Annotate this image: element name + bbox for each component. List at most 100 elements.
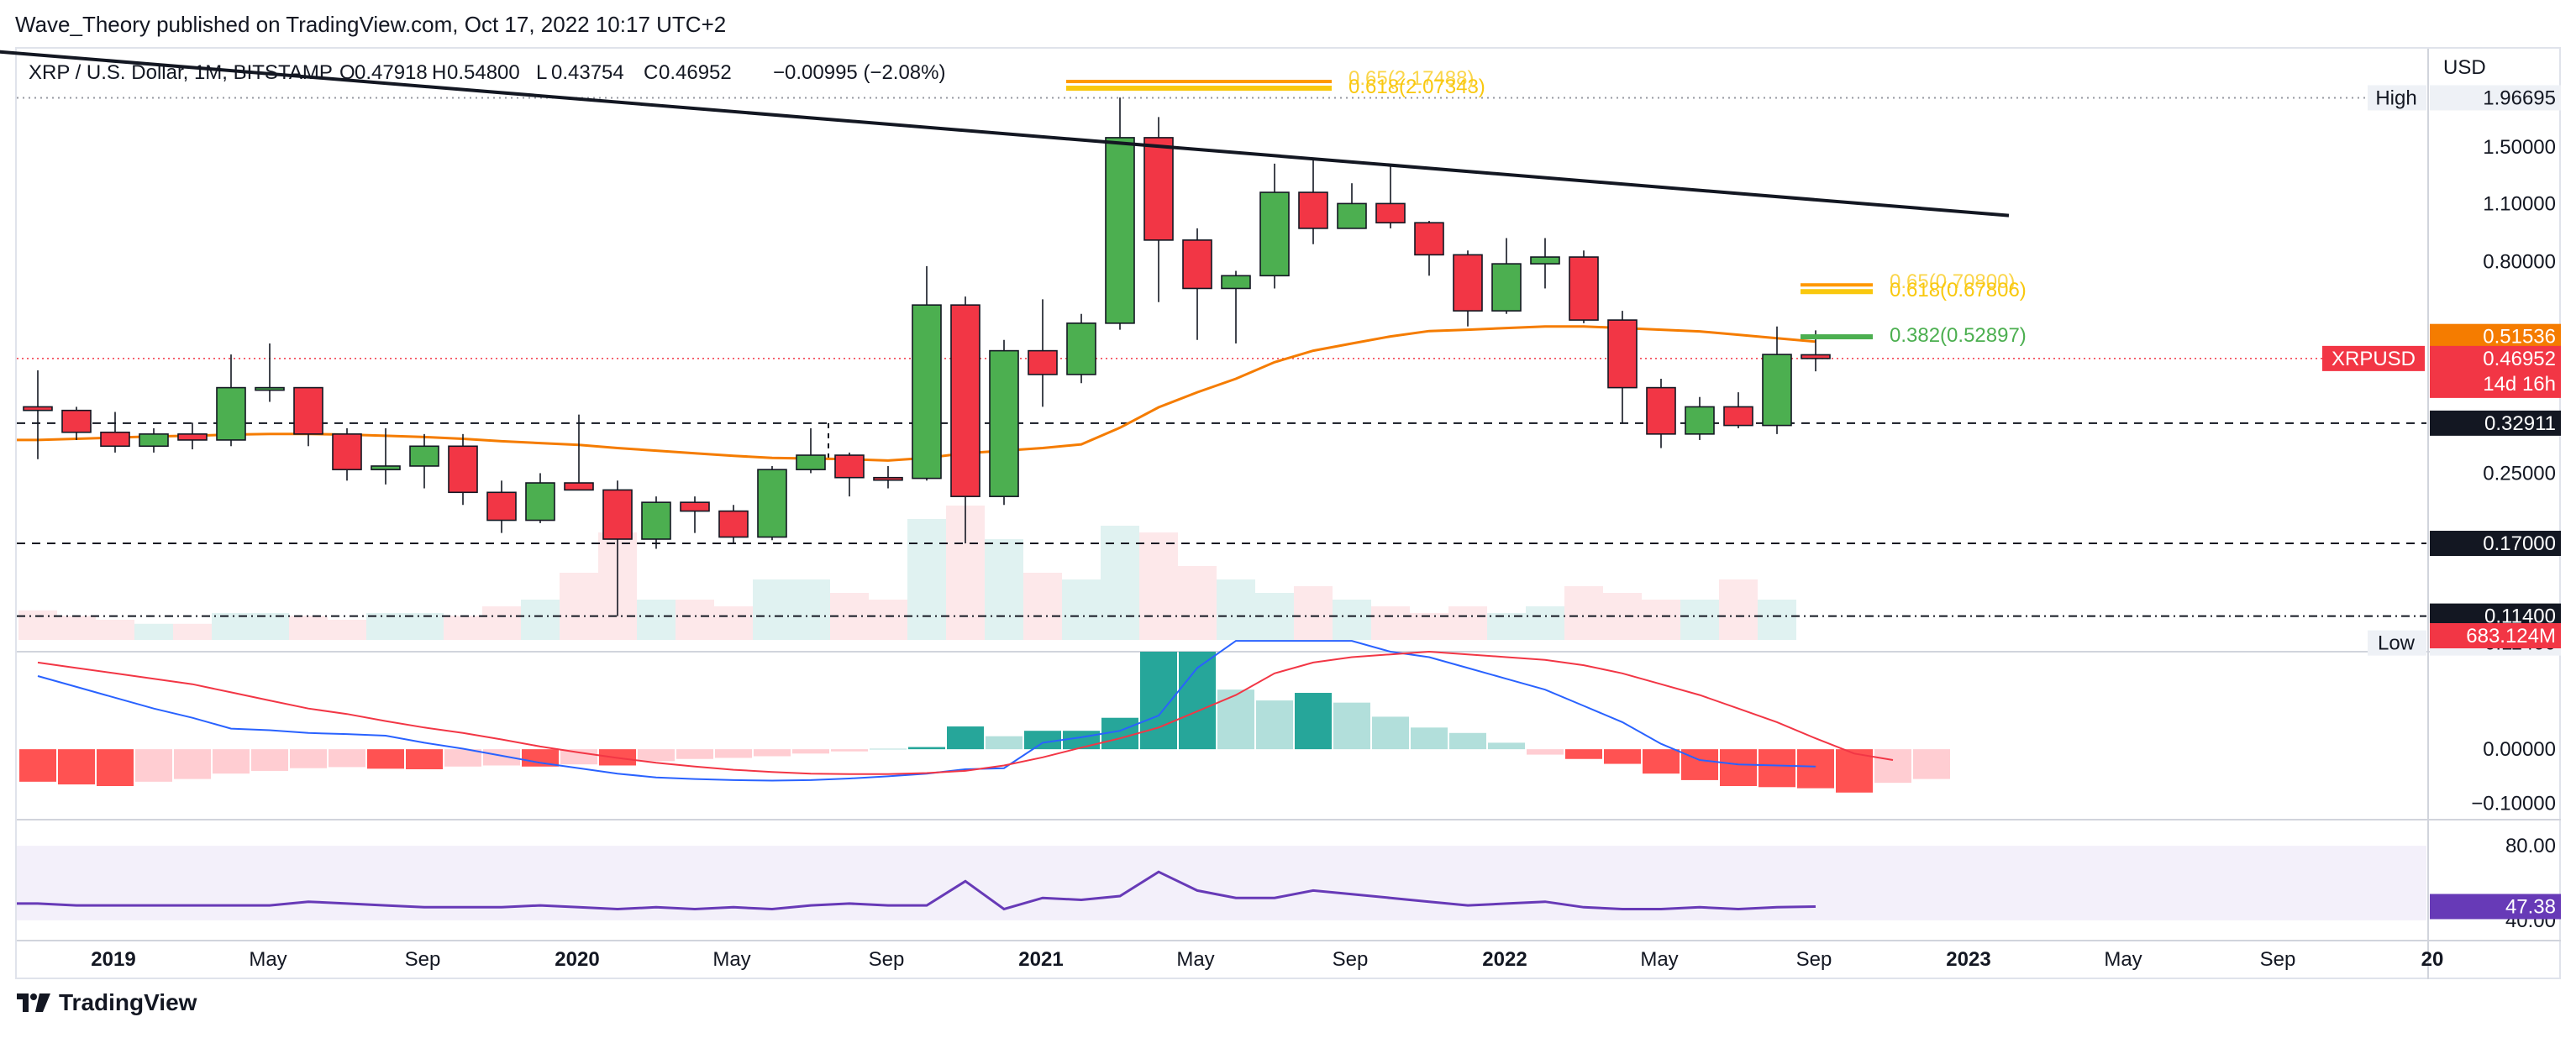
candle-body	[718, 510, 749, 538]
candle-2022-04[interactable]	[1569, 250, 1599, 323]
fib-zone-secondary	[1066, 80, 1332, 84]
candle-2020-12[interactable]	[950, 296, 980, 544]
candle-2021-08[interactable]	[1259, 163, 1290, 289]
candle-body	[1066, 322, 1096, 375]
last-price-tag: 0.46952	[2483, 348, 2556, 370]
candle-2019-06[interactable]	[255, 343, 285, 402]
candle-2021-11[interactable]	[1375, 166, 1406, 228]
fib-zone[interactable]	[1066, 86, 1332, 92]
volume-bar	[1410, 613, 1448, 640]
candle-2021-05[interactable]	[1143, 117, 1174, 302]
macd-hist-bar	[213, 749, 250, 774]
macd-hist-bar	[676, 749, 713, 759]
candle-2022-07[interactable]	[1685, 396, 1715, 440]
candle-2018-12[interactable]	[23, 370, 53, 459]
legend-ohlc-value: 0.46952	[659, 61, 732, 84]
candle-2020-10[interactable]	[873, 465, 903, 489]
candle-2019-09[interactable]	[371, 427, 401, 485]
candle-2021-07[interactable]	[1221, 270, 1251, 343]
volume-bar	[869, 600, 907, 640]
legend-ohlc-label: C	[644, 61, 658, 84]
price-tick-label: 1.50000	[2483, 136, 2556, 159]
volume-bar	[1139, 532, 1178, 640]
macd-hist-bar	[1565, 749, 1602, 759]
candle-2022-08[interactable]	[1723, 392, 1753, 428]
tradingview-logo[interactable]: TradingView	[15, 989, 197, 1016]
macd-hist-bar	[251, 749, 288, 771]
price-tick-label: 0.25000	[2483, 462, 2556, 485]
descending-trendline[interactable]	[0, 47, 2010, 218]
candle-body	[177, 433, 208, 441]
candle-2019-07[interactable]	[293, 386, 323, 447]
candle-2019-10[interactable]	[409, 433, 439, 489]
candle-body	[61, 409, 92, 433]
candle-2022-06[interactable]	[1646, 379, 1676, 448]
candle-body	[332, 433, 362, 470]
candle-2019-08[interactable]	[332, 427, 362, 481]
volume-bar	[1101, 526, 1139, 640]
volume-bar	[173, 623, 212, 640]
candle-2019-05[interactable]	[216, 354, 246, 447]
candle-2019-11[interactable]	[448, 433, 478, 506]
volume-bar	[328, 620, 366, 640]
time-tick-label: May	[712, 948, 750, 971]
candle-2022-09[interactable]	[1762, 326, 1792, 434]
volume-bar	[18, 610, 57, 640]
candle-2020-11[interactable]	[912, 265, 942, 481]
candle-2020-09[interactable]	[834, 452, 865, 497]
candle-2020-07[interactable]	[757, 465, 787, 541]
fib-zone-secondary	[1801, 283, 1873, 287]
candle-2021-03[interactable]	[1066, 313, 1096, 384]
candle-2022-05[interactable]	[1607, 311, 1638, 423]
macd-tick-label: 0.00000	[2483, 738, 2556, 761]
candle-2020-04[interactable]	[641, 496, 671, 549]
fib-zone[interactable]	[1801, 289, 1873, 295]
level-tag-bg	[2430, 531, 2561, 557]
candle-2021-01[interactable]	[989, 339, 1019, 506]
legend-change: −0.00995 (−2.08%)	[773, 61, 946, 84]
candle-body	[448, 445, 478, 494]
macd-hist-bar	[1063, 731, 1100, 750]
volume-bar	[1371, 606, 1410, 640]
time-tick-label: 2021	[1018, 948, 1063, 971]
candle-2020-02[interactable]	[564, 414, 594, 491]
candle-2020-08[interactable]	[796, 427, 826, 474]
volume-bar	[560, 573, 598, 640]
candle-2021-10[interactable]	[1337, 183, 1367, 229]
candle-2021-12[interactable]	[1414, 221, 1444, 276]
candle-2020-03[interactable]	[602, 480, 633, 616]
volume-bar	[482, 606, 521, 640]
candle-body	[1607, 319, 1638, 389]
candle-2021-09[interactable]	[1298, 158, 1328, 244]
rsi-tick-label: 80.00	[2505, 835, 2556, 857]
candle-2022-01[interactable]	[1453, 250, 1483, 327]
candle-2019-02[interactable]	[100, 412, 130, 453]
candle-2020-06[interactable]	[718, 505, 749, 544]
macd-hist-bar	[560, 749, 597, 765]
candle-2019-04[interactable]	[177, 422, 208, 450]
volume-bar	[444, 616, 482, 640]
chart-frame	[15, 47, 2561, 979]
level-tag: 1.96695	[2483, 86, 2556, 109]
candle-2022-02[interactable]	[1491, 238, 1522, 314]
legend-symbol: XRP / U.S. Dollar, 1M, BITSTAMP	[29, 61, 333, 84]
candle-2019-12[interactable]	[486, 480, 517, 533]
candle-2021-02[interactable]	[1028, 299, 1058, 407]
candle-2020-05[interactable]	[680, 496, 710, 533]
legend-ohlc-value: 0.43754	[551, 61, 624, 84]
candle-2021-06[interactable]	[1182, 228, 1212, 340]
ma-price-tag: 0.51536	[2483, 326, 2556, 349]
candle-body	[1491, 263, 1522, 312]
candle-2019-01[interactable]	[61, 406, 92, 440]
candle-2021-04[interactable]	[1105, 97, 1135, 330]
volume-bar	[366, 613, 405, 640]
fib-zone[interactable]	[1801, 334, 1873, 340]
candle-2022-03[interactable]	[1530, 238, 1560, 289]
macd-hist-bar	[1643, 749, 1680, 774]
macd-hist-bar	[1720, 749, 1757, 786]
candle-2020-01[interactable]	[525, 473, 555, 523]
candle-body	[1414, 222, 1444, 256]
candle-2019-03[interactable]	[139, 427, 169, 453]
candle-countdown: 14d 16h	[2483, 373, 2556, 396]
